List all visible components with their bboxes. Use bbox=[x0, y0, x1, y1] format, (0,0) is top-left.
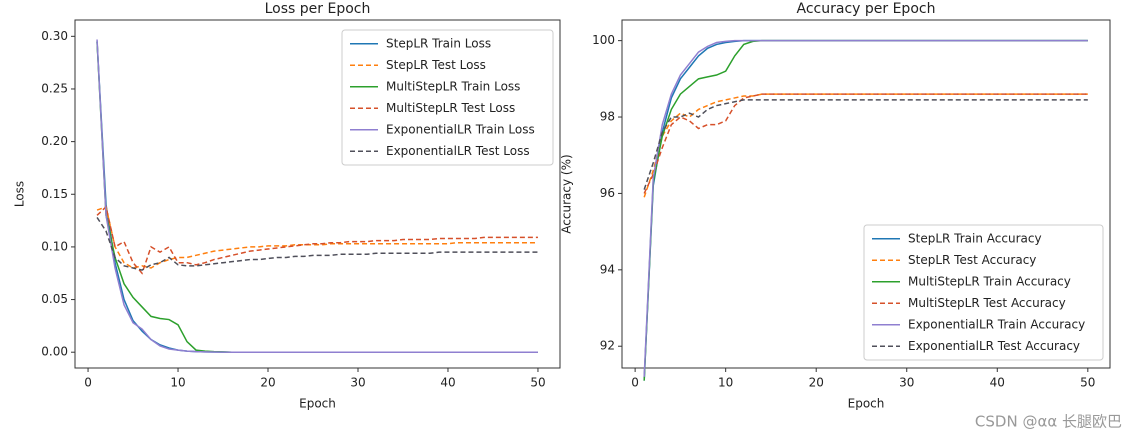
series-line bbox=[643, 99, 1088, 190]
y-tick-label: 0.25 bbox=[41, 81, 68, 95]
legend-label: ExponentialLR Train Loss bbox=[386, 122, 535, 136]
y-tick-label: 98 bbox=[600, 110, 615, 124]
x-tick-label: 20 bbox=[260, 376, 275, 390]
legend-box bbox=[341, 29, 554, 166]
y-tick-label: 0.30 bbox=[41, 29, 68, 43]
x-tick-label: 50 bbox=[530, 376, 545, 390]
y-tick-label: 0.00 bbox=[41, 345, 68, 359]
y-tick-label: 100 bbox=[592, 33, 615, 47]
series-line bbox=[96, 217, 538, 271]
chart-title: Accuracy per Epoch bbox=[797, 1, 936, 17]
series-line bbox=[643, 93, 1088, 198]
series-line bbox=[96, 39, 538, 353]
y-axis-label: Loss bbox=[13, 181, 27, 207]
x-tick-label: 40 bbox=[440, 376, 455, 390]
legend-box bbox=[863, 224, 1104, 361]
x-tick-label: 0 bbox=[84, 376, 92, 390]
legend-label: StepLR Test Accuracy bbox=[908, 253, 1036, 267]
y-tick-label: 0.20 bbox=[41, 134, 68, 148]
y-tick-label: 94 bbox=[600, 262, 615, 276]
legend-label: ExponentialLR Test Loss bbox=[386, 144, 530, 158]
legend-label: ExponentialLR Test Accuracy bbox=[908, 339, 1080, 353]
x-tick-label: 10 bbox=[718, 376, 733, 390]
legend-label: ExponentialLR Train Accuracy bbox=[908, 317, 1085, 331]
legend-label: StepLR Test Loss bbox=[386, 58, 486, 72]
x-tick-label: 30 bbox=[350, 376, 365, 390]
x-tick-label: 40 bbox=[990, 376, 1005, 390]
series-line bbox=[96, 205, 538, 275]
x-axis-label: Epoch bbox=[299, 397, 336, 411]
legend-label: MultiStepLR Train Accuracy bbox=[908, 274, 1071, 288]
series-line bbox=[643, 93, 1088, 194]
subplot: Accuracy per Epoch Epoch Accuracy (%) 0 10 20… bbox=[560, 1, 1111, 411]
x-tick-label: 50 bbox=[1080, 376, 1095, 390]
series-line bbox=[643, 39, 1088, 377]
y-tick-label: 0.15 bbox=[41, 187, 68, 201]
subplot: Loss per Epoch Epoch Loss 0 10 20 30 40 50 0.00 0.… bbox=[13, 1, 561, 411]
y-tick-label: 0.10 bbox=[41, 239, 68, 253]
y-tick-label: 92 bbox=[600, 339, 615, 353]
legend-label: MultiStepLR Test Loss bbox=[386, 101, 515, 115]
axes-frame bbox=[621, 19, 1111, 369]
y-axis-label: Accuracy (%) bbox=[560, 154, 574, 233]
x-tick-label: 30 bbox=[899, 376, 914, 390]
x-tick-label: 20 bbox=[809, 376, 824, 390]
y-tick-label: 0.05 bbox=[41, 292, 68, 306]
legend-label: MultiStepLR Test Accuracy bbox=[908, 296, 1066, 310]
y-tick-label: 96 bbox=[600, 186, 615, 200]
watermark: CSDN @αα 长腿欧巴 bbox=[975, 413, 1122, 431]
legend-label: StepLR Train Loss bbox=[386, 36, 491, 50]
x-tick-label: 10 bbox=[170, 376, 185, 390]
series-line bbox=[96, 205, 538, 269]
x-axis-label: Epoch bbox=[848, 397, 885, 411]
legend-label: MultiStepLR Train Loss bbox=[386, 79, 520, 93]
x-tick-label: 0 bbox=[631, 376, 639, 390]
legend-label: StepLR Train Accuracy bbox=[908, 231, 1042, 245]
chart-title: Loss per Epoch bbox=[265, 1, 371, 17]
